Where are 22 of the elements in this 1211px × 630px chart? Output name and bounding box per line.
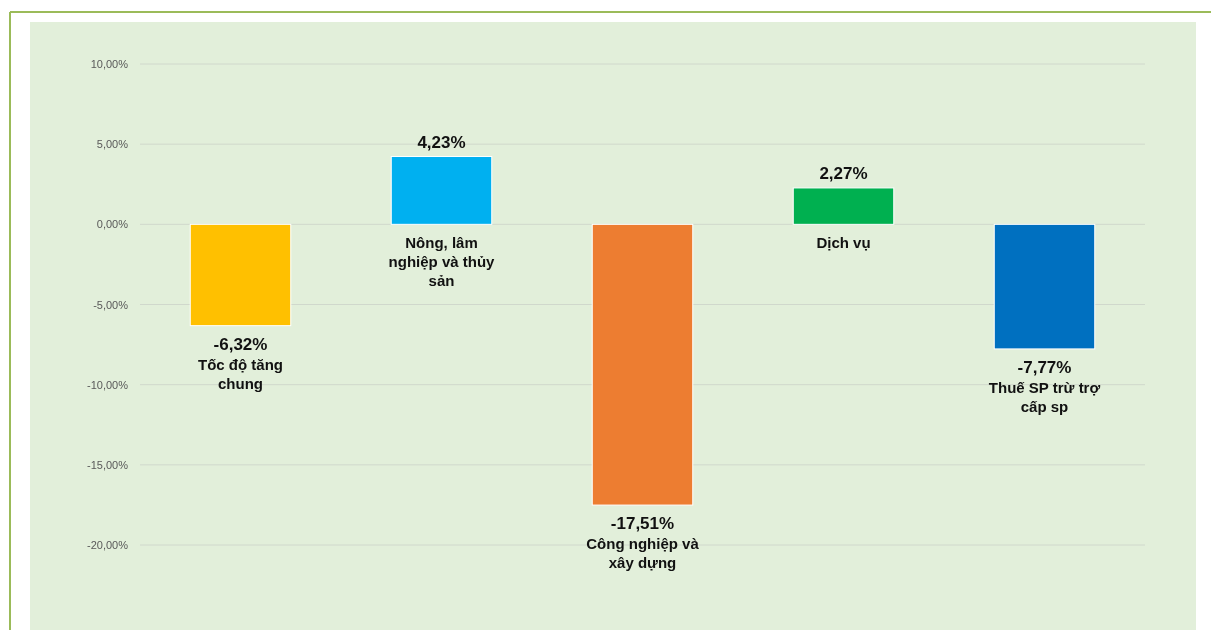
bar	[189, 223, 292, 327]
y-tick-label: -20,00%	[87, 539, 129, 551]
x-tick-label: Công nghiệp và xây dựng	[586, 535, 700, 572]
bar	[390, 156, 493, 225]
y-tick-label: -10,00%	[87, 378, 129, 391]
y-tick-label: -5,00%	[93, 298, 129, 311]
x-tick-label: Tốc độ tăng chung	[198, 355, 283, 392]
data-label: -17,51%	[610, 514, 675, 534]
bar	[792, 187, 895, 225]
y-tick-label: 10,00%	[90, 58, 129, 70]
data-label: 4,23%	[417, 132, 466, 152]
x-tick-label: Nông, lâm nghiệp và thủy sản	[388, 234, 496, 290]
y-tick-label: 0,00%	[96, 218, 129, 231]
x-tick-label: Thuế SP trừ trợ cấp sp	[988, 378, 1101, 415]
x-tick-label: Dịch vụ	[816, 234, 871, 252]
bar	[591, 223, 694, 506]
y-tick-label: -15,00%	[87, 458, 129, 471]
data-label: 2,27%	[819, 163, 868, 183]
data-label: -6,32%	[213, 334, 268, 354]
y-tick-label: 5,00%	[96, 138, 129, 151]
data-label: -7,77%	[1017, 357, 1072, 377]
bar	[993, 223, 1096, 350]
